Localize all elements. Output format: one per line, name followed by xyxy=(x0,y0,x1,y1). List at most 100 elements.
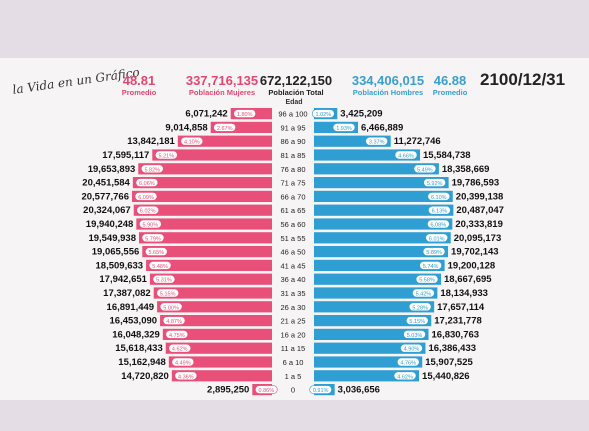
men-percent-label: 5.15% xyxy=(409,319,425,325)
men-percent-label: 4.76% xyxy=(400,361,416,367)
women-value-label: 19,940,248 xyxy=(86,219,134,230)
women-percent-badge xyxy=(159,302,183,312)
women-bar xyxy=(136,218,272,230)
age-group-label: 76 a 80 xyxy=(280,165,305,174)
men-value-label: 16,830,763 xyxy=(432,329,480,340)
men-percent-badge xyxy=(427,219,450,229)
age-group-label: 1 a 5 xyxy=(285,372,302,381)
age-group-label: 86 a 90 xyxy=(280,137,305,146)
men-bar xyxy=(314,177,449,189)
women-value-label: 17,595,117 xyxy=(102,150,149,161)
women-average-value: 48.81 xyxy=(122,73,156,88)
men-percent-label: 5.89% xyxy=(426,250,442,256)
women-percent-badge xyxy=(165,330,189,339)
women-bar xyxy=(138,232,272,244)
women-value-label: 19,065,556 xyxy=(92,247,140,258)
age-axis-title: Edad xyxy=(285,99,302,106)
women-percent-label: 4.10% xyxy=(184,140,200,146)
men-bar xyxy=(314,246,449,258)
women-percent-label: 6.06% xyxy=(139,181,155,187)
men-value-label: 16,386,433 xyxy=(428,343,476,354)
women-value-label: 16,891,449 xyxy=(107,302,155,313)
top-band xyxy=(0,0,589,58)
men-bar xyxy=(314,315,432,327)
women-value-label: 19,653,893 xyxy=(88,164,136,175)
women-value-label: 20,577,766 xyxy=(81,191,129,202)
men-value-label: 3,036,656 xyxy=(338,385,380,396)
men-value-label: 15,907,525 xyxy=(425,357,473,368)
women-percent-label: 2.67% xyxy=(217,126,233,132)
age-group-label: 36 a 40 xyxy=(280,275,305,284)
women-percent-label: 5.21% xyxy=(158,154,174,160)
women-percent-label: 5.79% xyxy=(145,236,161,242)
men-percent-badge xyxy=(415,274,439,284)
women-percent-badge xyxy=(156,288,180,298)
men-percent-badge xyxy=(423,178,446,187)
age-group-label: 66 a 70 xyxy=(280,192,305,201)
women-percent-badge xyxy=(134,192,158,201)
men-percent-badge xyxy=(412,288,435,298)
men-average-label: Promedio xyxy=(432,88,468,97)
women-bar xyxy=(149,273,272,285)
women-bar xyxy=(171,370,272,382)
age-group-label: 91 a 95 xyxy=(280,123,305,132)
age-group-label: 56 a 60 xyxy=(280,220,305,229)
women-percent-badge xyxy=(140,164,164,174)
women-value-label: 20,324,067 xyxy=(83,205,131,216)
women-bar xyxy=(133,204,272,216)
women-percent-label: 4.49% xyxy=(175,361,191,367)
women-percent-label: 4.75% xyxy=(169,333,185,339)
men-population-value: 334,406,015 xyxy=(351,73,425,88)
women-percent-badge xyxy=(174,371,198,381)
age-group-label: 81 a 85 xyxy=(280,151,305,160)
men-percent-badge xyxy=(309,385,332,394)
women-percent-badge xyxy=(162,316,186,325)
age-group-label: 46 a 50 xyxy=(280,248,305,257)
women-bar xyxy=(132,177,272,189)
men-percent-label: 5.49% xyxy=(417,167,433,173)
men-value-label: 18,134,933 xyxy=(440,288,488,299)
men-average-value: 46.88 xyxy=(433,73,467,88)
women-percent-badge xyxy=(171,357,195,367)
men-percent-badge xyxy=(312,109,335,118)
women-percent-badge xyxy=(135,178,159,187)
men-percent-badge xyxy=(393,371,417,381)
men-bar xyxy=(314,356,423,368)
age-group-label: 6 a 10 xyxy=(283,358,304,367)
women-percent-label: 5.65% xyxy=(148,250,164,256)
men-bar xyxy=(314,342,426,354)
men-percent-badge xyxy=(400,343,423,353)
men-value-label: 6,466,889 xyxy=(361,122,403,133)
men-value-label: 15,584,738 xyxy=(423,150,471,161)
men-percent-badge xyxy=(425,233,449,243)
women-percent-badge xyxy=(233,109,256,118)
men-percent-badge xyxy=(405,316,429,325)
women-percent-label: 4.36% xyxy=(178,374,194,380)
men-percent-label: 5.58% xyxy=(419,278,435,284)
men-percent-badge xyxy=(413,164,437,174)
men-percent-label: 5.42% xyxy=(416,292,432,298)
age-group-label: 16 a 20 xyxy=(280,330,305,339)
women-percent-label: 4.62% xyxy=(172,347,188,353)
men-percent-label: 1.93% xyxy=(336,126,352,132)
age-group-label: 26 a 30 xyxy=(280,303,305,312)
women-percent-badge xyxy=(152,274,176,284)
men-bar xyxy=(314,287,438,299)
men-percent-badge xyxy=(419,261,442,270)
men-percent-badge xyxy=(403,330,426,339)
men-bar xyxy=(314,135,391,147)
men-value-label: 17,231,778 xyxy=(434,316,482,327)
men-value-label: 17,657,114 xyxy=(437,302,485,313)
women-value-label: 15,618,433 xyxy=(115,343,163,354)
women-percent-label: 5.90% xyxy=(143,223,159,229)
women-value-label: 17,942,651 xyxy=(99,274,147,285)
women-average-label: Promedio xyxy=(121,88,157,97)
women-population-label: Población Mujeres xyxy=(188,88,256,97)
women-value-label: 2,895,250 xyxy=(207,385,249,396)
women-percent-badge xyxy=(168,343,192,353)
women-value-label: 9,014,858 xyxy=(165,122,207,133)
men-percent-label: 5.92% xyxy=(427,181,443,187)
men-bar xyxy=(314,204,454,216)
men-percent-label: 4.62% xyxy=(397,374,413,380)
bottom-band xyxy=(0,400,589,431)
